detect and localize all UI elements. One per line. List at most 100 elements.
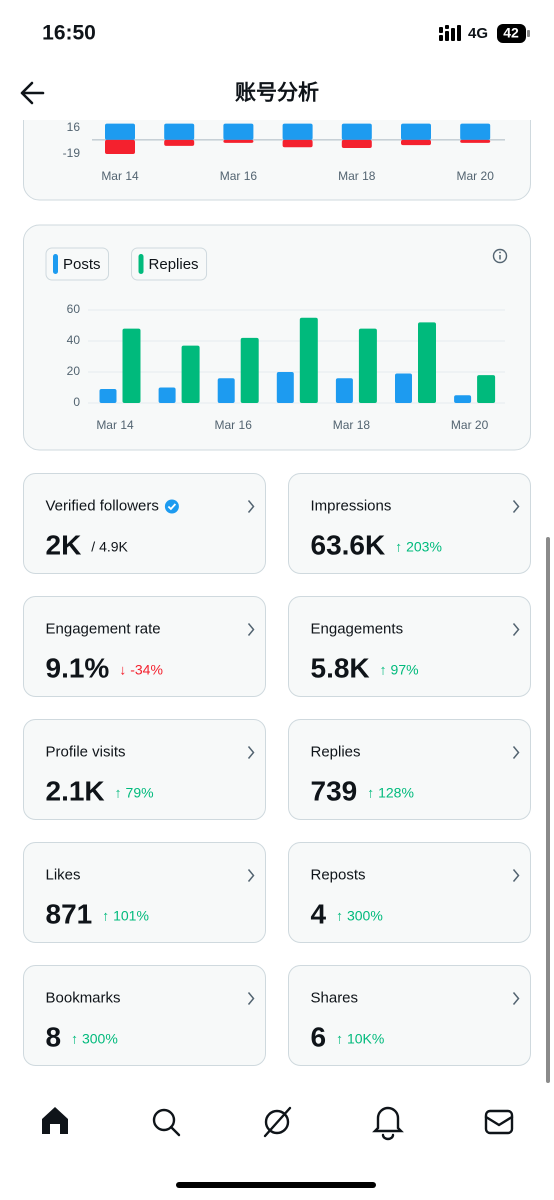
metric-value: 739 ↑ 128% [311,776,414,807]
metric-card[interactable] [288,719,531,820]
bar [358,328,377,403]
metric-number: 6 [311,1022,327,1053]
metric-card[interactable] [288,965,531,1066]
status-battery: 42 [503,25,519,41]
metric-number: 739 [311,776,358,807]
nav-search[interactable] [152,1108,181,1137]
info-icon[interactable] [492,248,508,264]
metric-change: ↑ 300% [336,907,383,923]
metric-card[interactable] [23,473,266,574]
chevron [512,869,520,882]
bar [99,389,117,403]
nav-messages[interactable] [484,1109,514,1135]
metric-card[interactable] [23,719,266,820]
metric-number: 8 [46,1022,62,1053]
header-bg [0,0,554,120]
bar [105,123,135,140]
bar [418,322,436,403]
chevron [247,500,255,513]
metric-change: ↑ 101% [102,907,149,923]
content: -19 16 Mar 14 Mar 16 Mar 18 Mar 20 0 20 40 60 Mar … [23,39,531,1066]
x-tick-label: Mar 14 [96,418,134,432]
battery-tip [527,30,530,37]
bar [240,337,259,403]
metric-change: ↑ 97% [380,661,419,677]
metric-label: Likes [46,866,81,883]
metric-label: Reposts [311,866,366,883]
metric-card[interactable] [288,473,531,574]
x-tick-label: Mar 18 [338,169,376,183]
bar [181,345,200,403]
nav-grok[interactable] [263,1106,292,1138]
metric-label: Engagement rate [46,620,161,637]
status-time: 16:50 [42,22,96,45]
bar [223,139,254,143]
legend-swatch [53,254,58,274]
x-tick-label: Mar 16 [220,169,258,183]
info-dot [499,251,501,254]
chevron [512,623,520,636]
legend-button[interactable] [131,247,208,281]
page-title: 账号分析 [235,81,319,105]
metric-change: ↓ -34% [119,661,163,677]
y-tick-label: 0 [73,395,80,409]
info-circle [492,248,508,264]
metric-number: 2.1K [46,776,105,807]
x-tick-label: Mar 18 [333,418,371,432]
y-tick-label: 60 [67,302,81,316]
metric-value: 63.6K ↑ 203% [311,530,442,561]
legend-label: Posts [63,256,101,273]
signal-icon [439,25,461,41]
bar [299,317,318,403]
bar [282,123,313,140]
metric-label: Bookmarks [46,989,121,1006]
verified-check [167,503,177,511]
metric-number: 5.8K [311,653,370,684]
bar [341,123,372,140]
metric-label: Impressions [311,497,392,514]
chevron [247,992,255,1005]
metric-card[interactable] [23,965,266,1066]
metric-card[interactable] [23,842,266,943]
bar [477,375,496,403]
chevron [247,869,255,882]
bar [276,372,294,403]
metric-number: 2K [46,530,82,561]
metric-total: / 4.9K [91,538,128,554]
status-network: 4G [468,25,488,42]
metric-label: Replies [311,743,361,760]
bar [460,139,491,143]
metric-number: 4 [311,899,327,930]
back-button[interactable] [20,81,45,105]
metric-card[interactable] [288,596,531,697]
x-tick-label: Mar 20 [457,169,495,183]
metric-value: 8 ↑ 300% [46,1022,118,1053]
legend-swatch [138,254,144,274]
metric-number: 9.1% [46,653,110,684]
bar [282,139,313,148]
bar [164,123,195,140]
metric-value: 871 ↑ 101% [46,899,149,930]
nav-bg [0,1085,554,1200]
bar [341,139,372,149]
metric-card[interactable] [288,842,531,943]
chevron [512,500,520,513]
bar [335,378,353,403]
metric-label: Engagements [311,620,404,637]
nav-notifications[interactable] [372,1106,404,1141]
metric-value: 5.8K ↑ 97% [311,653,419,684]
bar [223,123,254,140]
bar [105,139,135,154]
legend-button[interactable] [45,247,110,281]
nav-home[interactable] [42,1107,68,1134]
x-tick-label: Mar 16 [215,418,253,432]
verified-badge [164,499,179,514]
bar [454,395,472,403]
metric-change: ↑ 128% [367,784,414,800]
top-bar: 16:50 4G 42 账号分析 [0,0,554,120]
metric-value: 4 ↑ 300% [311,899,383,930]
metric-card[interactable] [23,596,266,697]
x-tick-label: Mar 14 [101,169,139,183]
